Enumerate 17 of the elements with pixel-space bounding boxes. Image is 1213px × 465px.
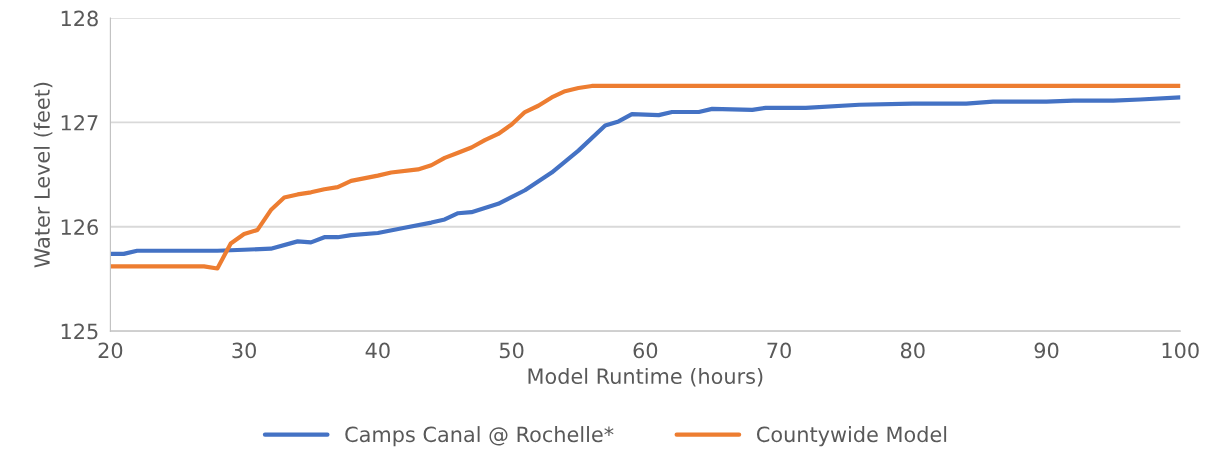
x-tick-label: 20 bbox=[98, 342, 123, 359]
y-tick-label: 128 bbox=[61, 10, 98, 27]
x-tick-label: 50 bbox=[499, 342, 524, 359]
legend-label: Camps Canal @ Rochelle* bbox=[345, 426, 614, 447]
x-tick-label: 100 bbox=[1162, 342, 1199, 359]
x-tick-label: 60 bbox=[633, 342, 658, 359]
x-tick-label: 90 bbox=[1034, 342, 1059, 359]
y-axis-title: Water Level (feet) bbox=[33, 82, 53, 268]
x-axis-title: Model Runtime (hours) bbox=[528, 367, 763, 387]
x-tick-label: 40 bbox=[365, 342, 390, 359]
x-tick-label: 30 bbox=[232, 342, 256, 359]
x-tick-label: 80 bbox=[900, 342, 925, 359]
y-tick-label: 126 bbox=[61, 219, 98, 235]
y-tick-label: 125 bbox=[61, 323, 98, 340]
x-tick-label: 70 bbox=[767, 342, 791, 359]
y-tick-label: 127 bbox=[61, 114, 98, 131]
legend-label: Countywide Model bbox=[756, 426, 947, 447]
